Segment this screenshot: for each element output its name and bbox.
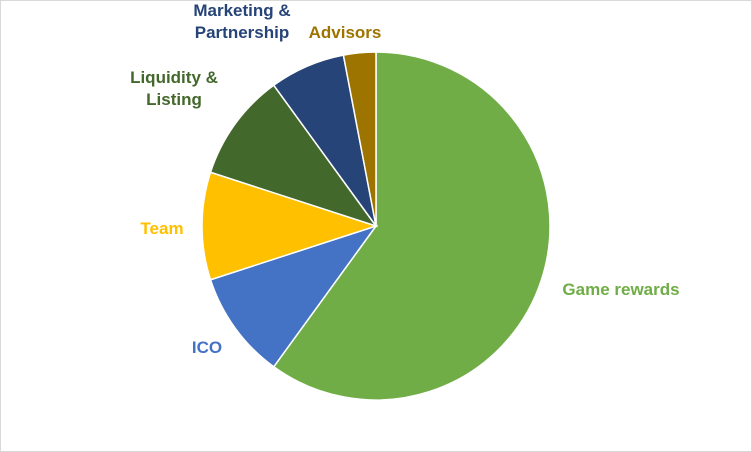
pie-slice-advisors (342, 51, 377, 227)
pie-slice-game-rewards (272, 51, 551, 401)
slice-label-ico: ICO (192, 338, 222, 357)
slice-label-marketing-partnership: Marketing & Partnership (193, 1, 290, 42)
pie-slice-ico (209, 224, 378, 368)
slice-label-team: Team (140, 219, 183, 238)
slice-label-liquidity-listing: Liquidity & Listing (130, 68, 218, 109)
slice-label-advisors: Advisors (309, 23, 382, 42)
pie-slice-team (201, 171, 379, 281)
pie-slice-liquidity-listing (209, 84, 378, 228)
slice-label-game-rewards: Game rewards (562, 280, 679, 299)
